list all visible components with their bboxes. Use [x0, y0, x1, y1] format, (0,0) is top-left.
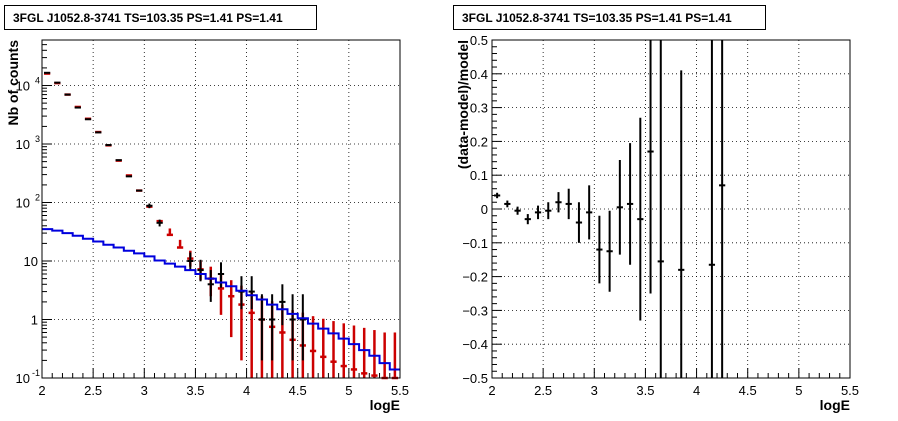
residual-point: [575, 202, 583, 243]
y-tick-label: −0.1: [462, 236, 488, 251]
y-tick-label: 10: [16, 79, 30, 94]
residual-point: [647, 40, 654, 294]
y-tick-label: 0.4: [470, 67, 488, 82]
x-tick-label: 3.5: [636, 383, 654, 398]
x-tick-label: 5: [345, 383, 352, 398]
residual-point: [586, 185, 593, 240]
y-tick-exponent: 4: [35, 76, 40, 86]
data-point: [156, 219, 163, 227]
model-point: [228, 280, 235, 338]
y-tick-label: 0: [481, 202, 488, 217]
plot-frame: [41, 39, 401, 379]
data-point: [289, 294, 296, 361]
residual-point: [626, 143, 634, 265]
model-point: [309, 316, 317, 378]
x-tick-label: 5.5: [841, 383, 859, 398]
data-point: [248, 276, 255, 310]
x-tick-label: 4.5: [739, 383, 757, 398]
y-tick-label: −0.3: [462, 303, 488, 318]
residual-point: [708, 40, 716, 378]
y-axis-label: (data-model)/model: [455, 40, 471, 169]
data-point: [146, 203, 153, 209]
data-point: [197, 259, 204, 282]
plot-frame: [491, 39, 851, 379]
data-point: [187, 252, 194, 271]
y-tick-label: 10: [16, 196, 30, 211]
residual-point: [637, 117, 644, 321]
y-tick-label: 10: [16, 137, 30, 152]
left-chart-title: 3FGL J1052.8-3741 TS=103.35 PS=1.41 PS=1…: [4, 5, 317, 30]
x-axis-label: logE: [820, 397, 850, 413]
chart-panel-1: 2 2.5 3 3.5 4 4.5 5 5.5 −0.5 −0.4 −0.3 −0.2 −0.1 0 0.1…: [455, 33, 859, 413]
y-tick-label: −0.2: [462, 270, 488, 285]
x-tick-label: 2.5: [534, 383, 552, 398]
model-point: [371, 330, 378, 378]
residual-point: [555, 192, 562, 213]
y-tick-label: 10: [16, 371, 30, 386]
y-tick-label: 0.5: [470, 33, 488, 48]
residual-point: [565, 188, 572, 220]
residual-point: [534, 205, 542, 220]
y-tick-label: 0.2: [470, 134, 488, 149]
y-tick-label: 10: [24, 254, 38, 269]
data-point: [217, 262, 225, 288]
y-axis-label: Nb of counts: [5, 40, 21, 126]
residual-point: [616, 159, 623, 255]
model-point: [176, 239, 184, 249]
residual-point: [657, 40, 664, 378]
model-point: [381, 332, 388, 380]
x-tick-label: 4: [693, 383, 700, 398]
x-tick-label: 2: [38, 383, 45, 398]
residual-point: [514, 206, 521, 215]
model-point: [391, 332, 398, 380]
y-tick-label: 1: [31, 313, 38, 328]
y-tick-exponent: -1: [32, 368, 40, 378]
data-point: [299, 294, 306, 361]
x-tick-label: 2.5: [84, 383, 102, 398]
residual-point: [545, 202, 552, 220]
residual-point: [719, 40, 726, 378]
y-tick-label: −0.4: [462, 337, 488, 352]
x-tick-label: 2: [488, 383, 495, 398]
x-tick-label: 5: [795, 383, 802, 398]
model-point: [166, 228, 173, 237]
residual-point: [504, 200, 511, 208]
x-tick-label: 3: [141, 383, 148, 398]
model-point: [330, 321, 337, 378]
x-tick-label: 3: [591, 383, 598, 398]
right-chart-title: 3FGL J1052.8-3741 TS=103.35 PS=1.41 PS=1…: [453, 5, 766, 30]
source-model-histogram: [42, 228, 400, 371]
x-tick-label: 3.5: [186, 383, 204, 398]
residual-point: [524, 214, 531, 225]
y-tick-label: 0.1: [470, 168, 488, 183]
model-point: [350, 325, 358, 378]
x-axis-label: logE: [370, 397, 400, 413]
y-tick-exponent: 2: [35, 193, 40, 203]
x-tick-label: 5.5: [391, 383, 409, 398]
x-tick-label: 4: [243, 383, 250, 398]
residual-point: [678, 70, 685, 378]
y-tick-label: −0.5: [462, 371, 488, 386]
residual-point: [494, 192, 501, 199]
y-tick-label: 0.3: [470, 101, 488, 116]
model-point: [361, 327, 368, 378]
data-point: [258, 294, 266, 361]
data-point: [207, 270, 214, 302]
residual-point: [606, 210, 613, 292]
x-tick-label: 4.5: [289, 383, 307, 398]
data-point: [279, 284, 286, 326]
model-point: [340, 323, 347, 378]
y-tick-exponent: 3: [35, 134, 40, 144]
residual-point: [596, 215, 603, 284]
